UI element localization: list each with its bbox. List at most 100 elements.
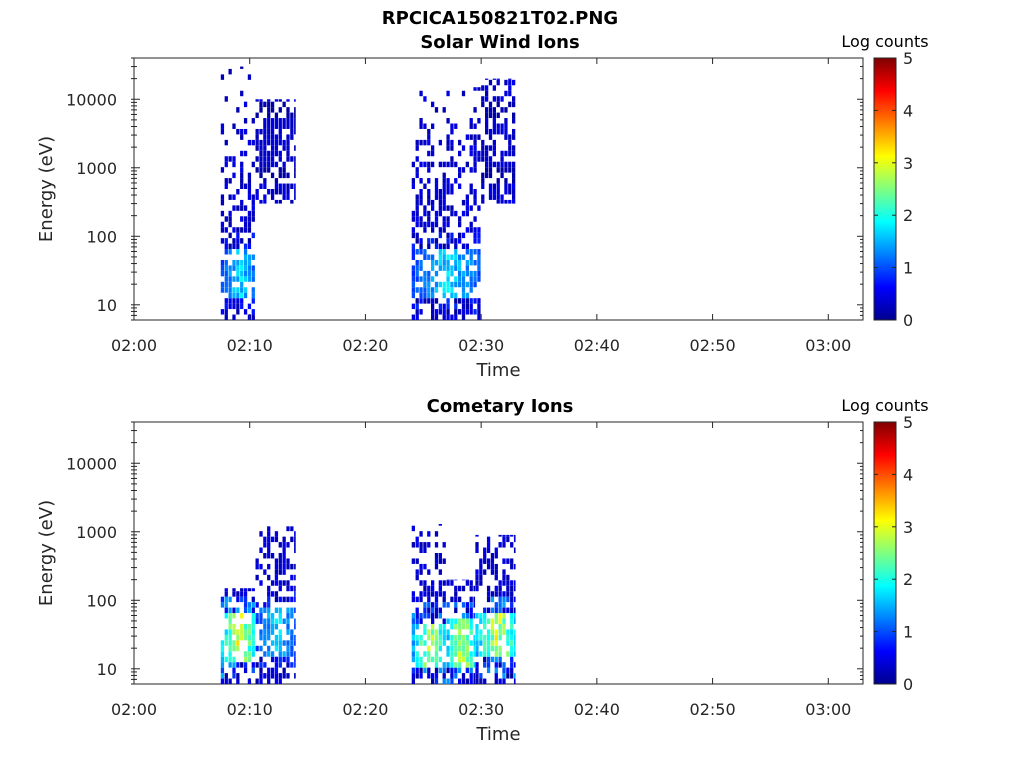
data-cell	[278, 585, 282, 592]
data-cell	[247, 276, 252, 282]
data-cell	[415, 167, 419, 173]
data-cell	[510, 656, 514, 663]
data-cell	[506, 591, 510, 597]
data-cell	[450, 579, 454, 581]
data-cell	[508, 90, 512, 97]
data-cell	[469, 623, 473, 630]
x-tick-label: 02:00	[111, 336, 157, 355]
data-cell	[270, 150, 275, 157]
data-cell	[282, 569, 286, 575]
data-cell	[479, 563, 483, 570]
data-cell	[438, 558, 442, 564]
data-cell	[454, 591, 458, 597]
data-cell	[419, 618, 423, 624]
data-cell	[411, 678, 415, 684]
data-cell	[458, 232, 462, 239]
data-cell	[255, 134, 259, 140]
data-cell	[220, 194, 225, 200]
data-cell	[411, 216, 415, 222]
data-cell	[450, 145, 454, 151]
data-cell	[228, 634, 232, 641]
data-cell	[286, 563, 290, 570]
data-cell	[510, 580, 514, 586]
data-cell	[461, 199, 466, 206]
data-cell	[458, 309, 462, 315]
data-cell	[431, 101, 435, 108]
data-cell	[240, 238, 244, 244]
data-cell	[434, 243, 439, 250]
data-cell	[251, 618, 255, 624]
data-cell	[506, 596, 510, 603]
data-cell	[247, 265, 252, 271]
data-cell	[423, 580, 427, 586]
data-cell	[243, 183, 248, 189]
data-cell	[465, 618, 469, 624]
data-cell	[259, 667, 263, 674]
data-cell	[473, 259, 477, 266]
data-cell	[498, 534, 502, 537]
data-cell	[423, 205, 427, 211]
data-cell	[465, 607, 469, 614]
data-cell	[506, 673, 510, 679]
data-cell	[469, 662, 473, 668]
data-cell	[224, 139, 228, 146]
data-cell	[469, 656, 473, 663]
data-cell	[259, 172, 263, 179]
data-cell	[477, 309, 481, 315]
data-cell	[461, 145, 466, 151]
data-cell	[434, 210, 439, 217]
data-cell	[508, 79, 512, 86]
data-cell	[434, 270, 439, 277]
data-cell	[434, 629, 439, 635]
data-cell	[494, 553, 498, 559]
data-cell	[251, 309, 255, 315]
data-cell	[434, 309, 439, 315]
data-cell	[286, 134, 290, 140]
data-cell	[438, 281, 442, 288]
data-cell	[259, 139, 263, 146]
data-cell	[259, 673, 263, 679]
data-cell	[513, 662, 516, 668]
data-cell	[481, 96, 485, 102]
data-cell	[259, 99, 263, 102]
data-cell	[427, 298, 431, 304]
data-cell	[228, 249, 232, 255]
data-cell	[454, 123, 458, 129]
data-cell	[498, 591, 502, 597]
data-cell	[427, 281, 431, 288]
data-cell	[506, 607, 510, 614]
data-cell	[247, 623, 252, 630]
data-cell	[263, 123, 267, 129]
data-cell	[479, 640, 483, 646]
data-cell	[473, 123, 477, 129]
data-cell	[267, 547, 271, 553]
data-cell	[267, 623, 271, 630]
data-cell	[494, 651, 498, 657]
data-cell	[274, 634, 279, 641]
data-cell	[494, 656, 498, 663]
data-cell	[469, 281, 473, 288]
data-cell	[251, 634, 255, 641]
data-cell	[232, 673, 236, 679]
data-cell	[475, 580, 479, 586]
data-cell	[461, 656, 466, 663]
data-cell	[251, 588, 255, 592]
data-cell	[278, 172, 282, 179]
data-cell	[496, 96, 500, 102]
data-cell	[419, 591, 423, 597]
data-cell	[438, 629, 442, 635]
data-cell	[434, 287, 439, 293]
data-cell	[492, 78, 496, 80]
data-cell	[434, 314, 439, 320]
data-cell	[488, 172, 493, 179]
data-cell	[259, 145, 263, 151]
data-cell	[267, 536, 271, 543]
data-cell	[243, 662, 248, 668]
data-cell	[415, 270, 419, 277]
data-cell	[240, 662, 244, 668]
data-cell	[446, 314, 450, 320]
data-cell	[485, 128, 489, 135]
panel-title: Cometary Ions	[427, 396, 574, 417]
data-cell	[434, 194, 439, 200]
data-cell	[498, 602, 502, 608]
